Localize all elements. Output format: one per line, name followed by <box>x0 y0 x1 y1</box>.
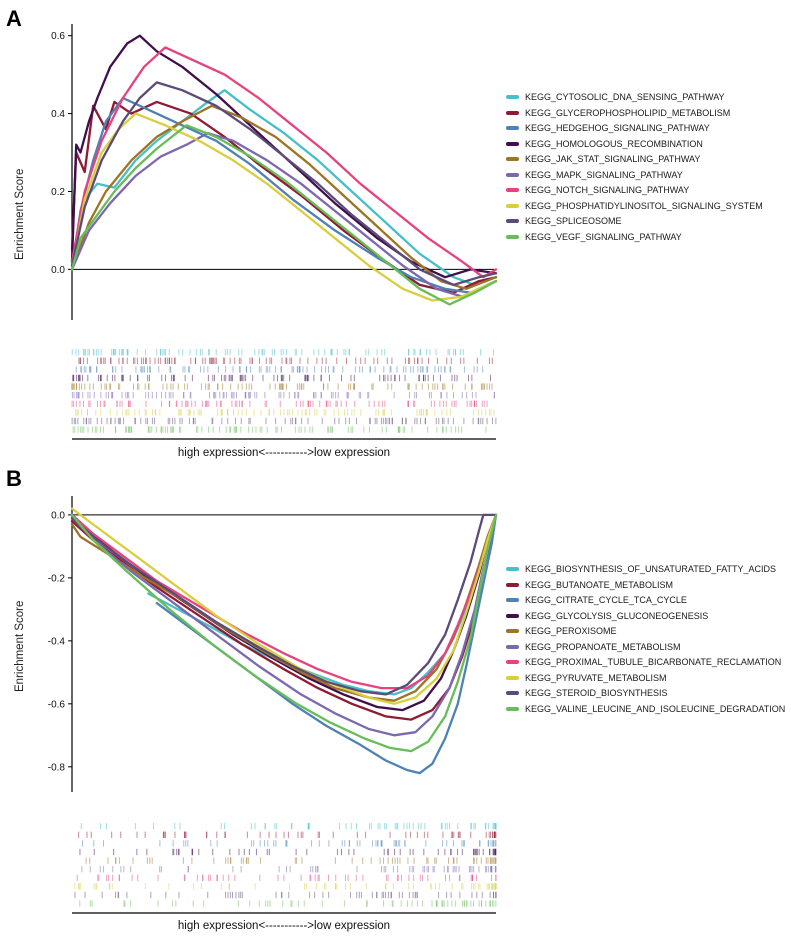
legend-label: KEGG_GLYCEROPHOSPHOLIPID_METABOLISM <box>525 107 731 118</box>
legend-label: KEGG_PROXIMAL_TUBULE_BICARBONATE_RECLAMA… <box>525 657 782 667</box>
y-axis-tick-label: 0.0 <box>51 510 65 521</box>
legend-swatch <box>506 629 519 633</box>
legend-swatch <box>506 234 519 239</box>
legend-label: KEGG_VEGF_SIGNALING_PATHWAY <box>525 231 682 242</box>
legend-swatch <box>506 141 519 146</box>
y-axis-tick-label: 0.0 <box>51 265 65 276</box>
legend-label: KEGG_PHOSPHATIDYLINOSITOL_SIGNALING_SYST… <box>525 200 763 211</box>
panel-a-legend: KEGG_CYTOSOLIC_DNA_SENSING_PATHWAY KEGG_G… <box>506 92 791 242</box>
enrichment-curve <box>70 513 498 753</box>
legend-item: KEGG_VALINE_LEUCINE_AND_ISOLEUCINE_DEGRA… <box>506 704 791 714</box>
panel-a-plot: 0.0 0.2 0.4 0.6 <box>51 24 498 320</box>
legend-item: KEGG_JAK_STAT_SIGNALING_PATHWAY <box>506 154 791 164</box>
enrichment-curve <box>70 81 498 287</box>
y-axis-tick-label: -0.2 <box>48 573 66 584</box>
legend-swatch <box>506 95 519 99</box>
legend-item: KEGG_HOMOLOGOUS_RECOMBINATION <box>506 139 791 149</box>
enrichment-curve <box>70 513 498 696</box>
legend-label: KEGG_STEROID_BIOSYNTHESIS <box>525 688 668 698</box>
enrichment-curve <box>70 104 498 290</box>
panel-a-label: A <box>6 6 22 31</box>
legend-swatch <box>506 598 519 602</box>
legend-label: KEGG_BIOSYNTHESIS_OF_UNSATURATED_FATTY_A… <box>525 564 777 574</box>
legend-label: KEGG_PYRUVATE_METABOLISM <box>525 672 667 683</box>
legend-label: KEGG_VALINE_LEUCINE_AND_ISOLEUCINE_DEGRA… <box>525 703 786 714</box>
enrichment-curve <box>70 124 498 306</box>
panel-a-y-axis-title: Enrichment Score <box>14 168 26 260</box>
enrichment-curve <box>70 513 498 737</box>
y-axis-tick-label: 0.6 <box>51 31 65 42</box>
legend-item: KEGG_CYTOSOLIC_DNA_SENSING_PATHWAY <box>506 92 791 102</box>
legend-label: KEGG_GLYCOLYSIS_GLUCONEOGENESIS <box>525 610 709 621</box>
enrichment-curve <box>70 89 498 287</box>
legend-label: KEGG_CYTOSOLIC_DNA_SENSING_PATHWAY <box>525 92 725 102</box>
enrichment-curve <box>70 112 498 302</box>
legend-item: KEGG_BIOSYNTHESIS_OF_UNSATURATED_FATTY_A… <box>506 564 791 574</box>
legend-item: KEGG_HEDGEHOG_SIGNALING_PATHWAY <box>506 123 791 133</box>
legend-item: KEGG_CITRATE_CYCLE_TCA_CYCLE <box>506 595 791 605</box>
legend-swatch <box>506 644 519 649</box>
legend-swatch <box>506 203 519 208</box>
y-axis-tick-label: -0.6 <box>48 699 66 710</box>
legend-swatch <box>506 188 519 192</box>
legend-item: KEGG_PEROXISOME <box>506 626 791 636</box>
legend-item: KEGG_VEGF_SIGNALING_PATHWAY <box>506 232 791 242</box>
legend-item: KEGG_PROPANOATE_METABOLISM <box>506 642 791 652</box>
legend-swatch <box>506 126 519 130</box>
legend-swatch <box>506 110 519 115</box>
panel-a-barcode <box>71 349 497 440</box>
legend-item: KEGG_GLYCEROPHOSPHOLIPID_METABOLISM <box>506 108 791 118</box>
legend-item: KEGG_MAPK_SIGNALING_PATHWAY <box>506 170 791 180</box>
legend-swatch <box>506 567 519 571</box>
enrichment-curve <box>70 513 498 702</box>
enrichment-curve <box>155 513 498 775</box>
legend-label: KEGG_PEROXISOME <box>525 626 617 636</box>
legend-item: KEGG_STEROID_BIOSYNTHESIS <box>506 688 791 698</box>
legend-swatch <box>506 172 519 177</box>
legend-swatch <box>506 660 519 664</box>
enrichment-curve <box>70 513 498 690</box>
legend-item: KEGG_PROXIMAL_TUBULE_BICARBONATE_RECLAMA… <box>506 657 791 667</box>
legend-label: KEGG_CITRATE_CYCLE_TCA_CYCLE <box>525 595 687 605</box>
legend-label: KEGG_HEDGEHOG_SIGNALING_PATHWAY <box>525 123 710 133</box>
legend-item: KEGG_BUTANOATE_METABOLISM <box>506 580 791 590</box>
panel-b-plot: 0.0 -0.2 -0.4 -0.6 -0.8 <box>48 496 498 792</box>
panel-b-legend: KEGG_BIOSYNTHESIS_OF_UNSATURATED_FATTY_A… <box>506 564 791 714</box>
panel-a-x-axis-label: high expression<----------->low expressi… <box>177 447 391 459</box>
legend-item: KEGG_NOTCH_SIGNALING_PATHWAY <box>506 185 791 195</box>
legend-item: KEGG_PHOSPHATIDYLINOSITOL_SIGNALING_SYST… <box>506 201 791 211</box>
legend-swatch <box>506 157 519 161</box>
legend-swatch <box>506 219 519 223</box>
legend-label: KEGG_SPLICEOSOME <box>525 216 622 226</box>
legend-label: KEGG_HOMOLOGOUS_RECOMBINATION <box>525 138 703 149</box>
y-axis-tick-label: -0.8 <box>48 762 66 773</box>
legend-swatch <box>506 691 519 695</box>
y-axis-tick-label: 0.4 <box>51 109 65 120</box>
legend-swatch <box>506 706 519 711</box>
legend-item: KEGG_PYRUVATE_METABOLISM <box>506 673 791 683</box>
legend-item: KEGG_GLYCOLYSIS_GLUCONEOGENESIS <box>506 611 791 621</box>
legend-swatch <box>506 675 519 680</box>
panel-b-barcode <box>72 823 497 914</box>
panel-b-y-axis-title: Enrichment Score <box>14 600 26 692</box>
legend-label: KEGG_PROPANOATE_METABOLISM <box>525 641 681 652</box>
enrichment-curve <box>70 131 498 298</box>
y-axis-tick-label: -0.4 <box>48 636 66 647</box>
legend-swatch <box>506 613 519 618</box>
panel-b-x-axis-label: high expression<----------->low expressi… <box>177 920 391 932</box>
legend-label: KEGG_NOTCH_SIGNALING_PATHWAY <box>525 185 690 195</box>
legend-label: KEGG_JAK_STAT_SIGNALING_PATHWAY <box>525 154 701 164</box>
legend-item: KEGG_SPLICEOSOME <box>506 216 791 226</box>
legend-label: KEGG_MAPK_SIGNALING_PATHWAY <box>525 169 683 180</box>
enrichment-curve <box>70 507 498 705</box>
y-axis-tick-label: 0.2 <box>51 187 65 198</box>
legend-swatch <box>506 582 519 587</box>
legend-label: KEGG_BUTANOATE_METABOLISM <box>525 579 674 590</box>
panel-b-label: B <box>6 466 22 491</box>
enrichment-curve <box>70 46 498 279</box>
